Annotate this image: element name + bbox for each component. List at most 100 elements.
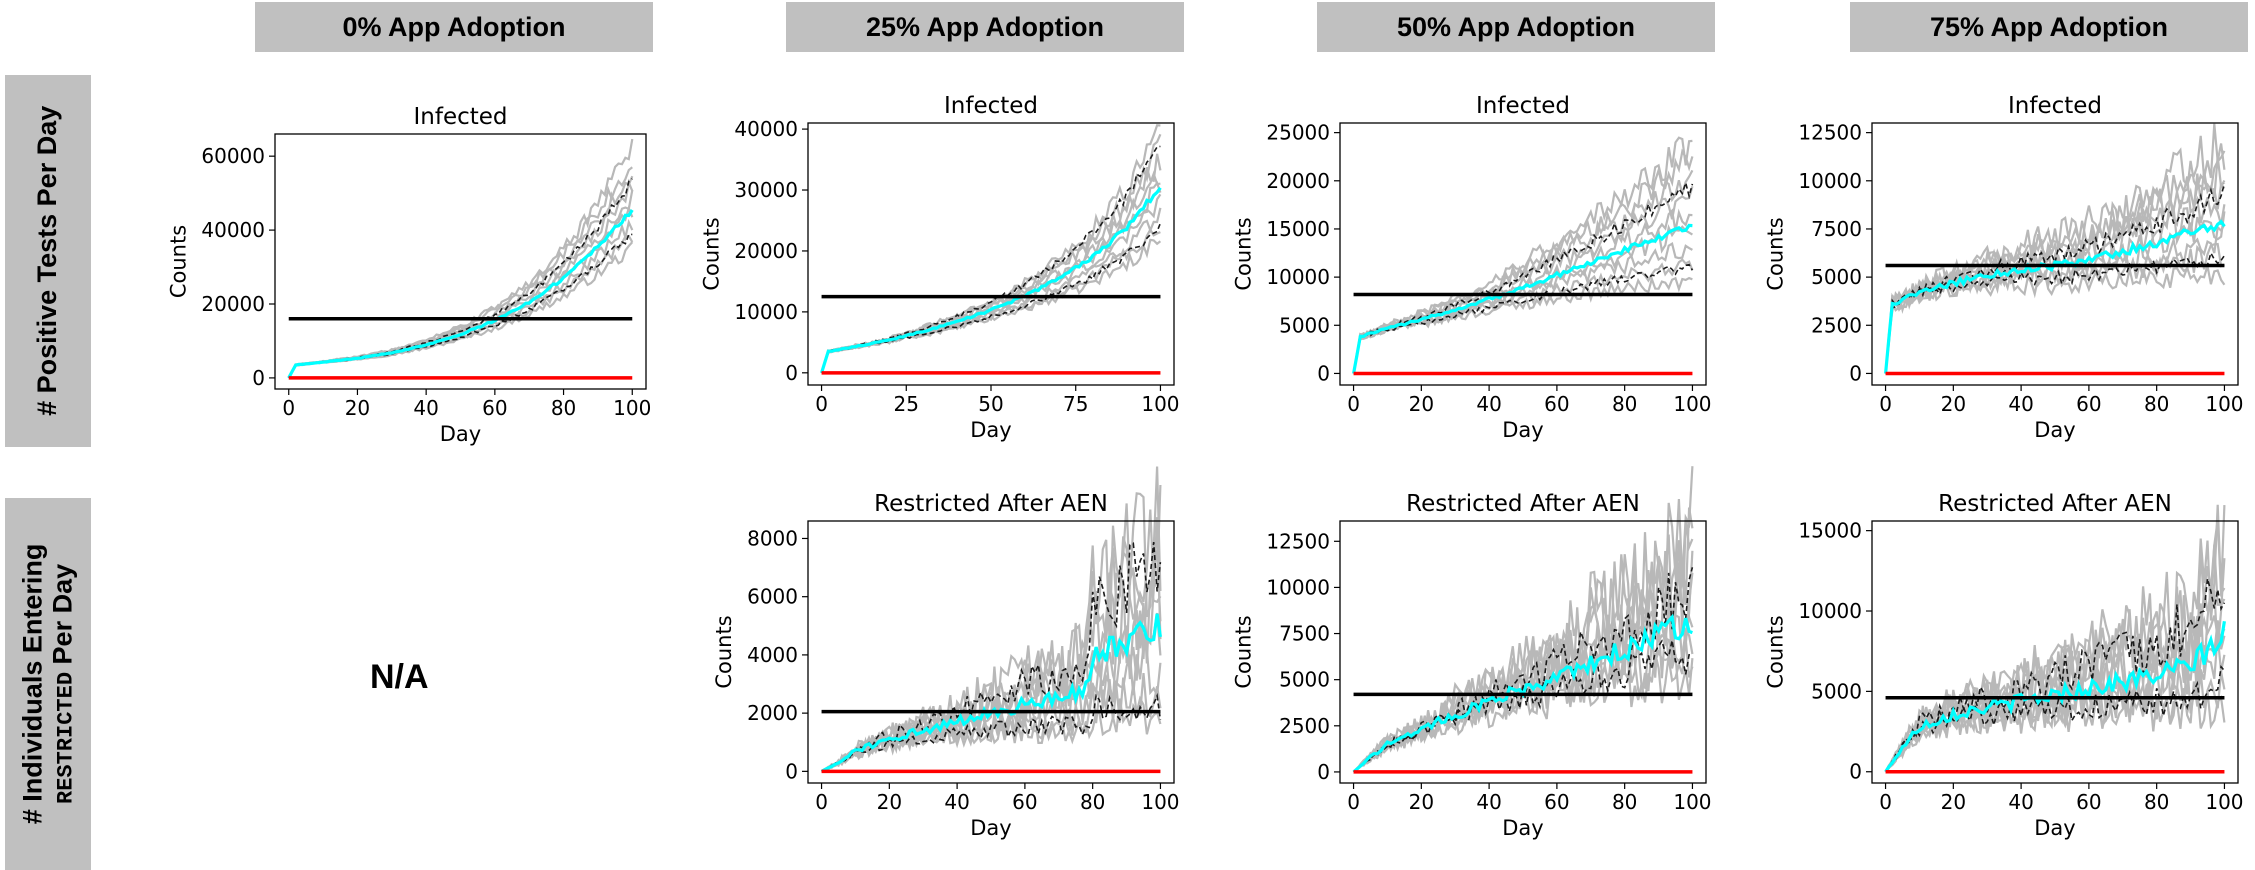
y-tick-label: 40000 <box>201 218 265 242</box>
lower-bound-line <box>287 233 633 379</box>
y-axis-ticks: 0 2500 5000 7500 10000 12500 <box>1266 529 1340 784</box>
row-header-positive-tests: # Positive Tests Per Day <box>5 75 91 447</box>
plot-area <box>820 466 1162 774</box>
y-tick-label: 30000 <box>734 178 798 202</box>
axes-frame <box>1339 122 1707 386</box>
y-tick-label: 8000 <box>747 526 798 550</box>
x-tick-label: 20 <box>345 396 370 420</box>
y-tick-label: 7500 <box>1811 217 1862 241</box>
x-axis-label: Day <box>2034 816 2075 840</box>
y-tick-label: 60000 <box>201 144 265 168</box>
x-tick-label: 100 <box>1673 392 1711 416</box>
row-header-restricted-line2: RESTRICTED Per Day <box>47 544 78 825</box>
chart-panel-r2c3: 0 2500 5000 7500 10000 12500 Restricted After … <box>1231 466 1712 840</box>
upper-bound-line <box>1352 180 1694 374</box>
row-header-restricted: # Individuals Entering RESTRICTED Per Da… <box>5 498 91 870</box>
x-tick-label: 80 <box>1612 790 1637 814</box>
x-tick-label: 20 <box>877 790 902 814</box>
y-axis-ticks: 0 20000 40000 60000 <box>201 144 275 390</box>
x-tick-label: 60 <box>2076 392 2101 416</box>
x-tick-label: 40 <box>2008 392 2033 416</box>
column-header-50pct: 50% App Adoption <box>1317 2 1715 52</box>
y-tick-label: 15000 <box>1798 519 1862 543</box>
mean-line <box>1884 219 2226 374</box>
x-tick-label: 60 <box>1544 790 1569 814</box>
lower-bound-line <box>821 692 1162 773</box>
lower-bound-line <box>1352 263 1694 374</box>
x-tick-label: 40 <box>944 790 969 814</box>
y-axis-label: Counts <box>712 615 736 688</box>
x-tick-label: 20 <box>1409 392 1434 416</box>
replicate-line <box>287 218 634 379</box>
x-tick-label: 100 <box>1673 790 1711 814</box>
y-axis-ticks: 0 5000 10000 15000 20000 25000 <box>1266 121 1340 385</box>
chart-panel-r2c2: 0 2000 4000 6000 8000 Restricted After AEN 0 20… <box>712 466 1180 840</box>
y-tick-label: 0 <box>1317 361 1330 385</box>
y-axis-label: Counts <box>1763 615 1787 688</box>
axes-frame <box>1871 520 2239 784</box>
y-tick-label: 25000 <box>1266 121 1330 145</box>
plot-area <box>1352 136 1694 376</box>
x-tick-label: 0 <box>1347 392 1360 416</box>
upper-bound-line <box>820 145 1161 374</box>
y-tick-label: 6000 <box>747 585 798 609</box>
x-tick-label: 0 <box>1879 790 1892 814</box>
y-axis-label: Counts <box>699 217 723 290</box>
chart-panel-r1c1: 0 20000 40000 60000 Infected 0 20 40 60 80 100 Day C… <box>166 104 651 446</box>
y-tick-label: 5000 <box>1279 668 1330 692</box>
plot-area <box>1884 504 2226 774</box>
chart-panel-r1c4: 0 2500 5000 7500 10000 12500 Infected 0 20 40 60 80… <box>1763 93 2243 442</box>
y-tick-label: 20000 <box>201 292 265 316</box>
x-axis-label: Day <box>970 418 1011 442</box>
y-tick-label: 0 <box>785 361 798 385</box>
replicate-line <box>1352 208 1693 374</box>
x-tick-label: 100 <box>1141 392 1179 416</box>
x-tick-label: 0 <box>815 392 828 416</box>
x-tick-label: 40 <box>1476 392 1501 416</box>
x-tick-label: 25 <box>894 392 919 416</box>
chart-panel-r2c4: 0 5000 10000 15000 Restricted After AEN 0 20 40… <box>1763 491 2243 840</box>
mean-line <box>820 186 1162 374</box>
chart-title: Restricted After AEN <box>1406 491 1640 517</box>
y-tick-label: 10000 <box>1798 599 1862 623</box>
y-tick-label: 2000 <box>747 701 798 725</box>
y-tick-label: 10000 <box>1266 575 1330 599</box>
upper-bound-line <box>821 542 1162 773</box>
y-tick-label: 5000 <box>1279 313 1330 337</box>
x-tick-label: 40 <box>1476 790 1501 814</box>
y-tick-label: 10000 <box>734 300 798 324</box>
y-tick-label: 0 <box>1849 760 1862 784</box>
y-tick-label: 2500 <box>1811 313 1862 337</box>
x-tick-label: 20 <box>1409 790 1434 814</box>
y-tick-label: 40000 <box>734 117 798 141</box>
x-tick-label: 40 <box>413 396 438 420</box>
x-tick-label: 100 <box>2205 392 2243 416</box>
y-tick-label: 7500 <box>1279 622 1330 646</box>
y-axis-ticks: 0 2000 4000 6000 8000 <box>747 526 808 783</box>
y-tick-label: 12500 <box>1798 121 1862 145</box>
x-tick-label: 50 <box>978 392 1003 416</box>
chart-panel-r1c2: 0 10000 20000 30000 40000 Infected 0 25 50 75 100 D… <box>699 93 1179 442</box>
axes-frame <box>807 520 1175 784</box>
replicate-line <box>287 234 634 379</box>
x-tick-label: 100 <box>613 396 651 420</box>
y-tick-label: 0 <box>785 759 798 783</box>
y-tick-label: 0 <box>1849 361 1862 385</box>
plot-area <box>287 138 634 380</box>
y-axis-ticks: 0 10000 20000 30000 40000 <box>734 117 808 385</box>
x-tick-label: 100 <box>2205 790 2243 814</box>
plot-area <box>1352 466 1694 774</box>
chart-title: Infected <box>2008 93 2102 119</box>
x-tick-label: 20 <box>1941 790 1966 814</box>
x-tick-label: 40 <box>2008 790 2033 814</box>
axes-frame <box>274 133 647 390</box>
replicate-line <box>287 189 634 379</box>
x-tick-label: 20 <box>1941 392 1966 416</box>
x-tick-label: 60 <box>2076 790 2101 814</box>
y-axis-label: Counts <box>1231 615 1255 688</box>
y-axis-ticks: 0 2500 5000 7500 10000 12500 <box>1798 121 1872 385</box>
y-axis-ticks: 0 5000 10000 15000 <box>1798 519 1872 784</box>
chart-title: Infected <box>1476 93 1570 119</box>
x-axis-label: Day <box>1502 418 1543 442</box>
x-tick-label: 80 <box>2144 392 2169 416</box>
